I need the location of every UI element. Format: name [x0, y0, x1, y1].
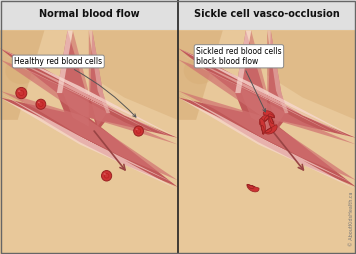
Ellipse shape: [136, 129, 138, 130]
Polygon shape: [178, 48, 356, 142]
Ellipse shape: [5, 57, 37, 84]
Polygon shape: [178, 48, 356, 187]
Polygon shape: [235, 30, 288, 131]
Ellipse shape: [101, 170, 112, 181]
Polygon shape: [247, 184, 259, 192]
Polygon shape: [0, 30, 178, 254]
Polygon shape: [178, 59, 356, 180]
Polygon shape: [241, 30, 285, 126]
Polygon shape: [178, 30, 356, 254]
Polygon shape: [0, 93, 178, 189]
Polygon shape: [178, 93, 356, 189]
Polygon shape: [263, 111, 275, 118]
Polygon shape: [89, 30, 178, 120]
Polygon shape: [62, 30, 106, 126]
Polygon shape: [259, 114, 271, 125]
Polygon shape: [0, 48, 178, 187]
Ellipse shape: [184, 57, 216, 84]
Text: Healthy red blood cells: Healthy red blood cells: [14, 57, 136, 117]
Text: Sickled red blood cells
block blood flow: Sickled red blood cells block blood flow: [196, 46, 282, 112]
Polygon shape: [178, 30, 223, 120]
Ellipse shape: [36, 99, 46, 109]
Polygon shape: [57, 30, 110, 131]
Text: Normal blood flow: Normal blood flow: [38, 9, 139, 19]
Polygon shape: [0, 30, 44, 120]
Polygon shape: [57, 30, 73, 93]
Polygon shape: [267, 30, 356, 120]
Polygon shape: [265, 125, 277, 134]
Ellipse shape: [16, 87, 27, 99]
Polygon shape: [260, 119, 266, 134]
Ellipse shape: [18, 90, 21, 92]
Polygon shape: [178, 53, 356, 145]
Ellipse shape: [134, 126, 143, 136]
Polygon shape: [89, 30, 110, 113]
Polygon shape: [0, 53, 178, 145]
Polygon shape: [267, 30, 288, 113]
Polygon shape: [0, 59, 178, 180]
Text: Sickle cell vasco-occlusion: Sickle cell vasco-occlusion: [194, 9, 340, 19]
Text: © AboutKidsHealth.ca: © AboutKidsHealth.ca: [349, 192, 354, 246]
Polygon shape: [0, 48, 178, 142]
Polygon shape: [268, 115, 276, 130]
Ellipse shape: [38, 102, 40, 103]
Ellipse shape: [104, 173, 106, 175]
Polygon shape: [235, 30, 251, 93]
